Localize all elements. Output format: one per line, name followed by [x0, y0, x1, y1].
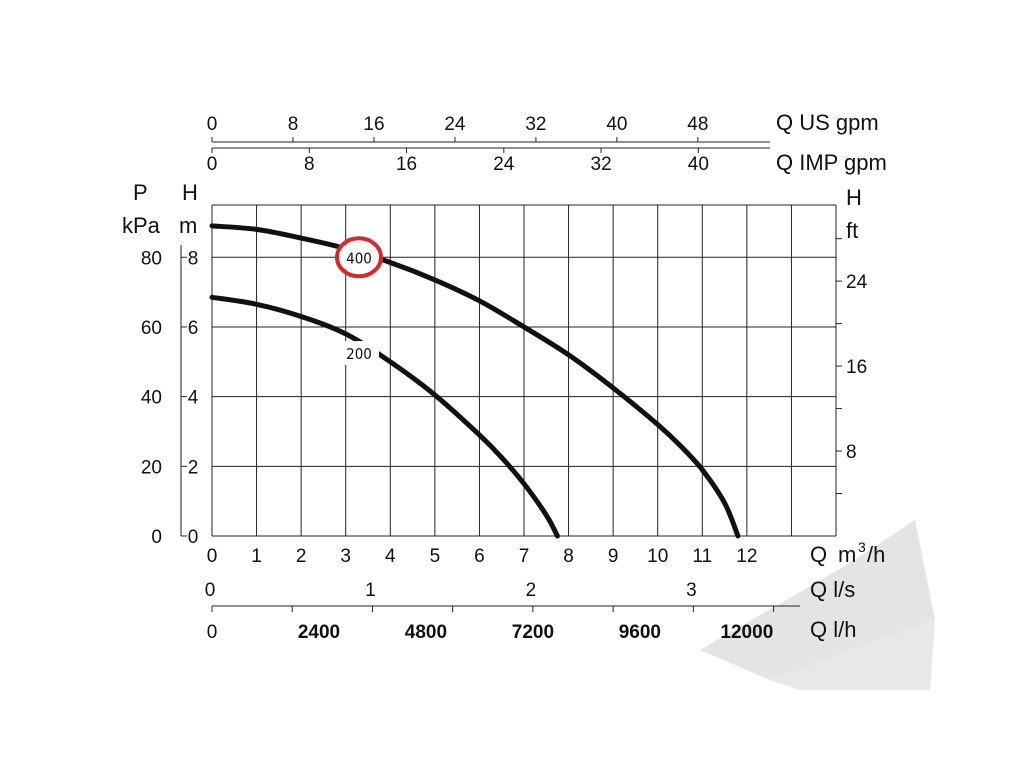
curve-label-bg [339, 245, 379, 270]
imp-gpm-tick-label: 0 [207, 154, 218, 175]
h-ft-tick-label: 16 [846, 357, 867, 378]
ls-tick-label: 3 [686, 580, 697, 601]
left-p-axis-unit: kPa [122, 213, 161, 238]
left-p-axis-label: P [133, 180, 148, 205]
us-gpm-tick-label: 24 [444, 114, 466, 135]
axes [180, 137, 842, 612]
p-kpa-tick-label: 80 [141, 248, 162, 269]
x-tick-label: 4 [385, 546, 396, 567]
h-ft-tick-label: 24 [846, 272, 868, 293]
x-tick-label: 5 [430, 546, 441, 567]
x-tick-label: 3 [340, 546, 351, 567]
watermark [700, 520, 935, 690]
x-axis-unit-tail: /h [867, 542, 885, 567]
us-gpm-tick-label: 16 [363, 114, 384, 135]
h-ft-tick-label: 8 [846, 442, 857, 463]
h-m-tick-label: 2 [188, 457, 199, 478]
imp-gpm-tick-label: 8 [304, 154, 315, 175]
bottom-lh-label: Q l/h [810, 617, 856, 642]
x-tick-label: 7 [519, 546, 530, 567]
curve-400 [209, 223, 741, 539]
x-tick-label: 12 [736, 546, 757, 567]
right-h-axis-unit: ft [846, 218, 858, 243]
x-tick-label: 9 [608, 546, 619, 567]
h-m-tick-label: 4 [188, 388, 199, 409]
lh-tick-label: 7200 [512, 622, 554, 643]
bottom-ls-label: Q l/s [810, 577, 855, 602]
x-tick-label: 11 [692, 546, 712, 567]
curve-label-400: 400 [346, 249, 372, 267]
left-h-axis-label: H [182, 180, 198, 205]
plot-grid [211, 204, 837, 537]
x-tick-label: 10 [647, 546, 668, 567]
us-gpm-tick-label: 32 [525, 114, 546, 135]
x-axis-m3h-label: Q m 3 /h [810, 539, 885, 567]
x-tick-label: 2 [296, 546, 307, 567]
p-kpa-tick-label: 0 [151, 527, 162, 548]
p-kpa-tick-label: 40 [141, 388, 162, 409]
lh-tick-label: 0 [207, 622, 218, 643]
x-tick-label: 1 [251, 546, 262, 567]
us-gpm-tick-label: 0 [207, 114, 218, 135]
x-axis-unit-exponent: 3 [858, 539, 866, 555]
x-tick-label: 0 [207, 546, 218, 567]
imp-gpm-tick-label: 40 [688, 154, 709, 175]
tick-labels: 0 8 16 24 32 40 480 8 16 24 32 400 1 2 30 2400 4800 7200 9… [141, 114, 868, 643]
top-us-gpm-label: Q US gpm [776, 110, 879, 135]
performance-curves [209, 223, 741, 539]
right-h-axis-label: H [846, 185, 862, 210]
ls-tick-label: 2 [526, 580, 537, 601]
curve-label-bg [339, 341, 379, 366]
curve-200 [209, 294, 560, 539]
lh-tick-label: 9600 [619, 622, 661, 643]
us-gpm-tick-label: 40 [606, 114, 627, 135]
left-h-axis-unit: m [179, 213, 197, 238]
p-kpa-tick-label: 20 [141, 457, 162, 478]
ls-tick-label: 0 [205, 580, 216, 601]
p-kpa-tick-label: 60 [141, 318, 162, 339]
top-imp-gpm-label: Q IMP gpm [776, 150, 887, 175]
ls-tick-label: 1 [365, 580, 376, 601]
curve-labels: 400 200 [335, 236, 383, 366]
lh-tick-label: 12000 [720, 622, 773, 643]
h-m-tick-label: 6 [188, 318, 199, 339]
x-tick-label: 8 [563, 546, 574, 567]
imp-gpm-tick-label: 16 [396, 154, 417, 175]
highlight-circle [335, 236, 383, 279]
x-axis-q-letter: Q [810, 542, 827, 567]
imp-gpm-tick-label: 24 [493, 154, 515, 175]
h-m-tick-label: 8 [188, 248, 199, 269]
lh-tick-label: 2400 [298, 622, 340, 643]
h-m-tick-label: 0 [188, 527, 199, 548]
x-axis-unit-base: m [838, 542, 856, 567]
x-tick-label: 6 [474, 546, 485, 567]
us-gpm-tick-label: 8 [288, 114, 299, 135]
curve-label-200: 200 [346, 345, 372, 363]
lh-tick-label: 4800 [405, 622, 447, 643]
imp-gpm-tick-label: 32 [591, 154, 612, 175]
us-gpm-tick-label: 48 [687, 114, 708, 135]
